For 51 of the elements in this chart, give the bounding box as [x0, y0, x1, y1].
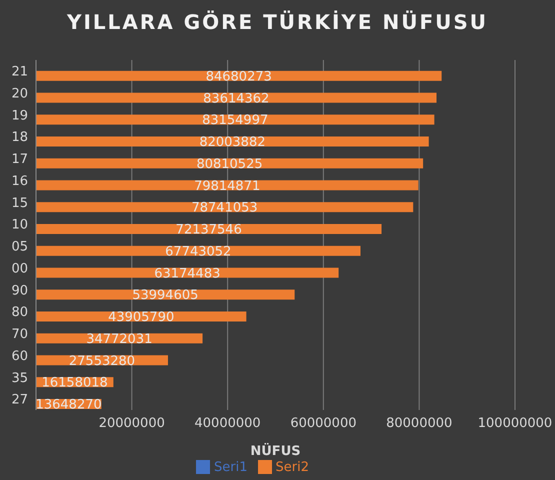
y-tick-label: 15 — [11, 196, 28, 211]
data-label: 27553280 — [68, 354, 136, 369]
bar — [36, 158, 424, 168]
data-label: 80810525 — [196, 156, 263, 172]
data-label: 53994605 — [132, 288, 198, 304]
x-tick-label: 40000000 — [194, 416, 261, 432]
data-label: 43905790 — [108, 310, 174, 326]
y-tick-label: 80 — [11, 305, 28, 320]
x-tick-label: 100000000 — [478, 416, 552, 432]
y-tick-label: 35 — [11, 370, 28, 386]
y-tick-label: 00 — [11, 261, 28, 276]
bar — [36, 136, 429, 146]
data-label: 83154997 — [202, 113, 268, 128]
data-label: 63174483 — [154, 266, 220, 282]
bar — [36, 224, 382, 234]
y-tick-label: 20 — [11, 86, 28, 102]
data-label: 13648270 — [36, 398, 102, 413]
legend-label: Seri1 — [214, 460, 248, 475]
bar — [36, 180, 418, 190]
data-label: 84680273 — [206, 69, 272, 84]
x-axis-title: NÜFUS — [250, 442, 301, 459]
x-tick-label: 80000000 — [386, 416, 452, 432]
data-label: 67743052 — [165, 244, 232, 260]
bar — [36, 202, 414, 212]
chart-title: YILLARA GÖRE TÜRKİYE NÜFUSU — [66, 9, 490, 36]
y-tick-label: 17 — [11, 152, 28, 168]
legend-label: Seri2 — [276, 460, 309, 475]
bar — [36, 92, 437, 103]
x-tick-label: 20000000 — [98, 416, 165, 432]
y-tick-label: 18 — [11, 130, 28, 146]
y-tick-label: 05 — [11, 240, 28, 255]
data-label: 34772031 — [86, 332, 152, 347]
y-tick-label: 21 — [11, 64, 28, 80]
y-tick-label: 16 — [11, 174, 28, 189]
y-tick-label: 60 — [11, 348, 28, 364]
data-label: 79814871 — [194, 178, 260, 194]
data-label: 16158018 — [42, 376, 108, 391]
data-label: 82003882 — [199, 135, 266, 150]
y-tick-label: 27 — [11, 392, 28, 408]
y-tick-label: 90 — [11, 283, 28, 298]
bar — [36, 246, 360, 256]
bar — [36, 114, 434, 125]
data-label: 78741053 — [192, 200, 258, 216]
x-tick-label: 60000000 — [290, 416, 356, 432]
y-tick-label: 19 — [11, 108, 28, 124]
data-label: 83614362 — [203, 91, 270, 106]
y-tick-label: 10 — [11, 218, 28, 233]
data-label: 72137546 — [176, 222, 242, 238]
y-tick-label: 70 — [11, 327, 28, 342]
bar — [36, 268, 339, 278]
bar — [36, 70, 442, 81]
